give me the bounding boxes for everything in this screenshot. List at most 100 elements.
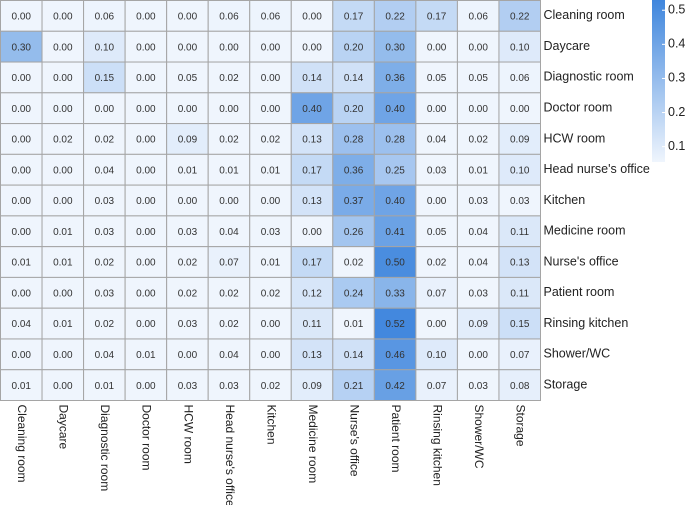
cell-label: 0.00 — [53, 381, 73, 392]
cell — [373, 0, 417, 32]
cell-label: 0.01 — [95, 381, 115, 392]
cell-label: 0.00 — [53, 350, 73, 361]
cell — [498, 338, 542, 371]
cell-label: 0.11 — [303, 319, 322, 330]
cell — [332, 123, 375, 155]
cell — [124, 153, 168, 186]
cell — [498, 215, 542, 248]
cell-label: 0.10 — [510, 165, 530, 176]
cell — [498, 61, 542, 94]
cell-label: 0.00 — [136, 104, 156, 115]
cell — [0, 184, 43, 217]
cell-label: 0.07 — [427, 381, 447, 392]
cell-label: 0.20 — [344, 42, 364, 53]
cell-label: 0.00 — [302, 227, 322, 238]
col-label: Kitchen — [264, 405, 278, 445]
cell — [332, 184, 375, 217]
cell-label: 0.22 — [385, 12, 405, 23]
cell-label: 0.07 — [219, 258, 239, 269]
cell-label: 0.02 — [53, 135, 73, 146]
cell-label: 0.00 — [219, 104, 239, 115]
col-label: Diagnostic room — [98, 405, 112, 492]
cell-label: 0.00 — [136, 42, 156, 53]
cell-label: 0.00 — [219, 42, 239, 53]
cell-label: 0.00 — [136, 227, 156, 238]
cell-label: 0.03 — [510, 196, 530, 207]
cell — [498, 369, 542, 402]
cell — [0, 246, 43, 278]
cell — [0, 369, 43, 402]
cell-label: 0.00 — [510, 104, 530, 115]
cell — [41, 123, 85, 155]
cell — [207, 30, 251, 63]
cell-label: 0.17 — [302, 258, 322, 269]
cell-label: 0.00 — [261, 319, 281, 330]
cell — [498, 307, 542, 340]
cell — [249, 153, 292, 186]
cell — [207, 215, 251, 248]
cell — [456, 307, 500, 340]
cell — [332, 276, 375, 309]
cell — [207, 0, 251, 32]
cell-label: 0.02 — [219, 288, 239, 299]
col-label: Nurse's office — [347, 405, 361, 477]
cell-label: 0.00 — [12, 104, 32, 115]
cell — [290, 338, 334, 371]
cell-label: 0.13 — [302, 350, 322, 361]
cell-label: 0.05 — [468, 73, 488, 84]
cell — [124, 338, 168, 371]
cell-label: 0.28 — [344, 135, 364, 146]
cell-label: 0.15 — [510, 319, 530, 330]
cell — [83, 61, 126, 94]
cell-label: 0.00 — [12, 12, 32, 23]
cell-label: 0.25 — [385, 165, 405, 176]
cell — [373, 276, 417, 309]
cell-label: 0.36 — [344, 165, 364, 176]
cell-label: 0.00 — [136, 258, 156, 269]
cell-label: 0.00 — [468, 104, 488, 115]
colorbar-tick-label: 0.2 — [668, 105, 685, 119]
col-label: HCW room — [181, 405, 195, 464]
cell-label: 0.00 — [53, 104, 73, 115]
cell-label: 0.09 — [468, 319, 488, 330]
cell — [166, 61, 209, 94]
cell — [498, 123, 542, 155]
cell — [249, 369, 292, 402]
cell — [456, 92, 500, 125]
cell-label: 0.02 — [178, 288, 198, 299]
cell-label: 0.52 — [385, 319, 405, 330]
cell — [249, 30, 292, 63]
cell — [0, 123, 43, 155]
cell — [83, 246, 126, 278]
cell-label: 0.21 — [344, 381, 364, 392]
cell-label: 0.10 — [95, 42, 115, 53]
cell-label: 0.00 — [178, 12, 198, 23]
cell — [166, 153, 209, 186]
cell-label: 0.01 — [12, 381, 32, 392]
row-label: Medicine room — [544, 224, 626, 238]
cell-label: 0.00 — [261, 104, 281, 115]
cell-label: 0.01 — [136, 350, 156, 361]
cell-label: 0.01 — [344, 319, 364, 330]
cell-label: 0.00 — [12, 350, 32, 361]
cell-label: 0.40 — [385, 196, 405, 207]
cell-label: 0.05 — [178, 73, 198, 84]
cell-label: 0.06 — [468, 12, 488, 23]
cell-label: 0.14 — [344, 350, 364, 361]
cell-label: 0.03 — [178, 227, 198, 238]
cell-label: 0.04 — [219, 227, 239, 238]
cell-label: 0.04 — [468, 258, 488, 269]
cell-label: 0.30 — [12, 42, 32, 53]
cell — [207, 184, 251, 217]
cell — [207, 369, 251, 402]
cell-label: 0.03 — [95, 227, 115, 238]
cell-label: 0.00 — [12, 165, 32, 176]
cell — [332, 92, 375, 125]
cell — [332, 153, 375, 186]
cell-label: 0.03 — [178, 319, 198, 330]
cell-label: 0.15 — [95, 73, 115, 84]
cell — [415, 61, 458, 94]
cell — [332, 30, 375, 63]
cell-label: 0.00 — [302, 12, 322, 23]
